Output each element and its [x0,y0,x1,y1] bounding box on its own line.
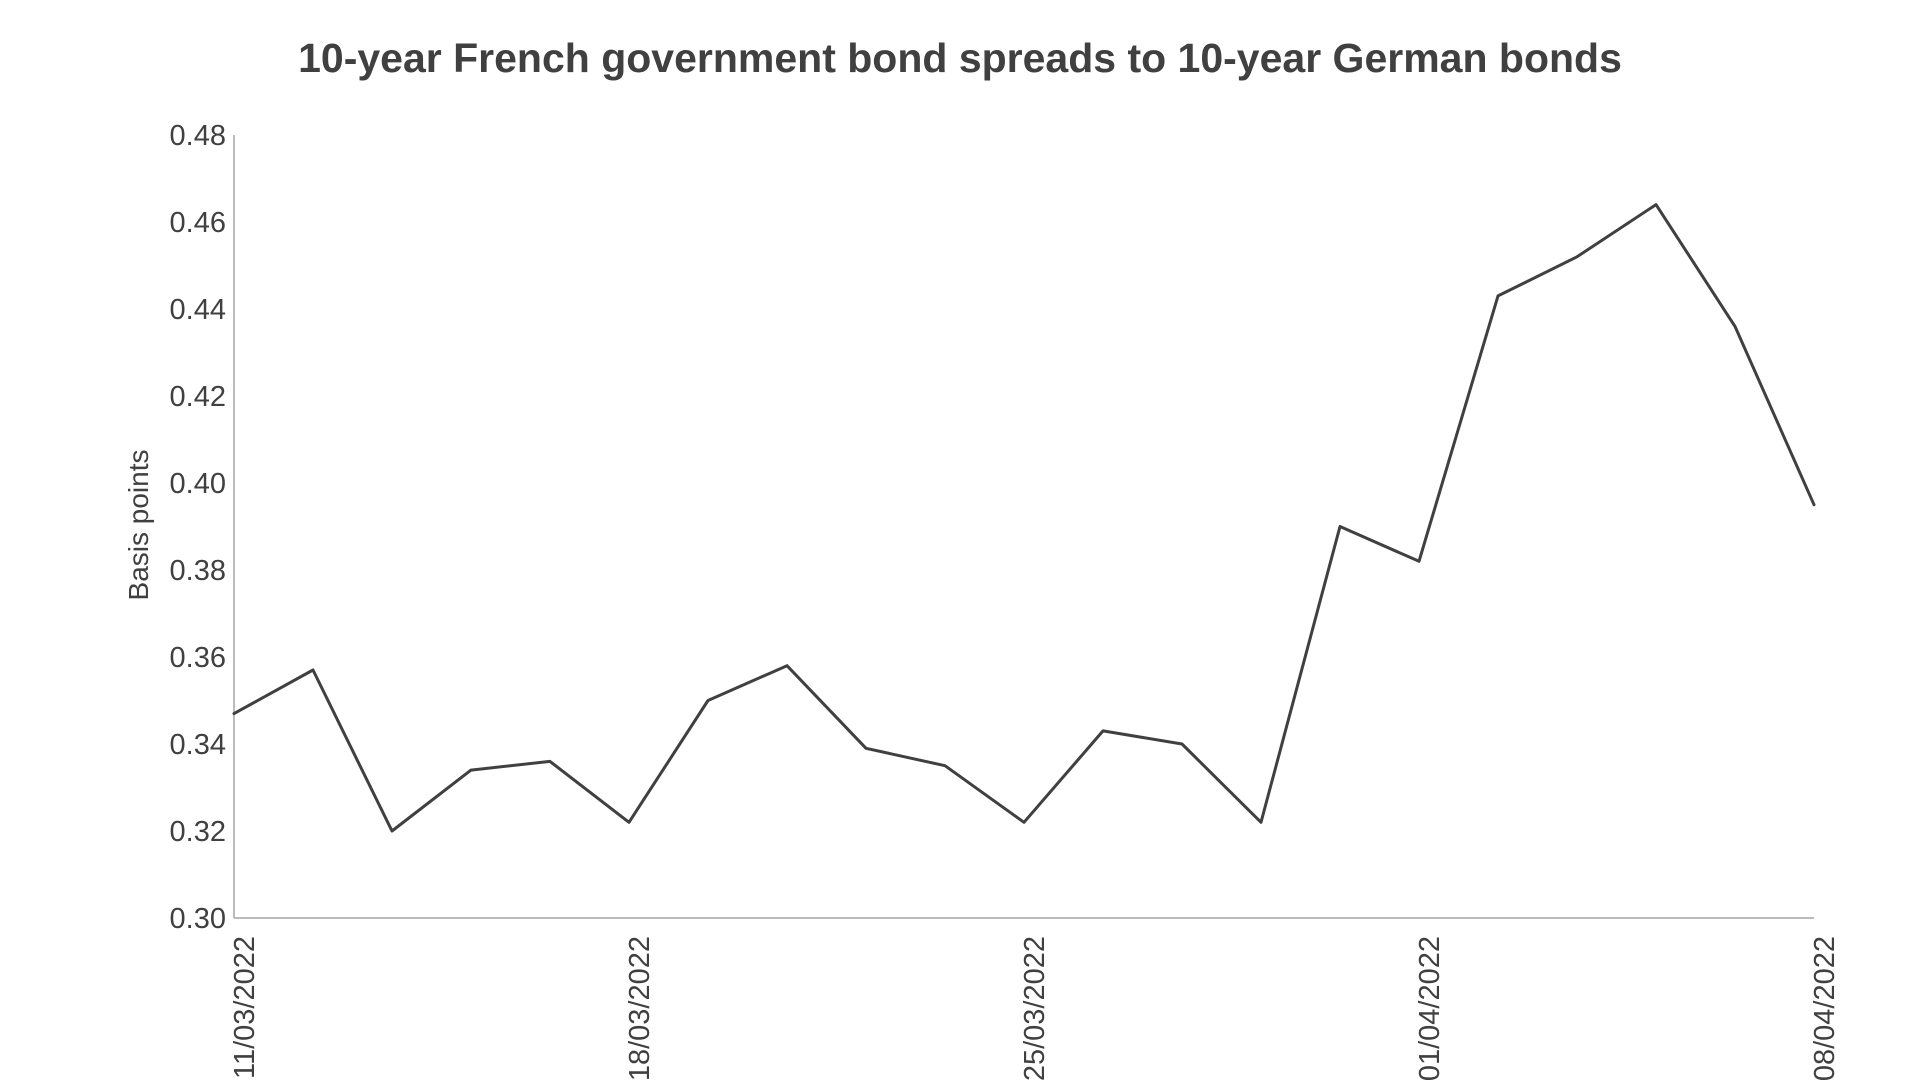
y-tick-label: 0.44 [170,294,226,326]
data-point [1022,820,1026,824]
y-tick-label: 0.46 [170,207,226,239]
data-point [1259,820,1263,824]
data-point [706,699,710,703]
series-line [232,203,1816,833]
y-tick-label: 0.40 [170,468,226,500]
x-tick-label: 08/04/2022 [1809,936,1841,1080]
x-tick-label: 25/03/2022 [1019,936,1051,1080]
data-point [864,746,868,750]
data-point [548,759,552,763]
series-points [232,203,1816,833]
data-point [1654,203,1658,207]
data-point [1733,324,1737,328]
y-axis-ticks: 0.30 0.32 0.34 0.36 0.38 0.40 0.42 0.44 0.46 0.48 [170,120,226,935]
y-tick-label: 0.32 [170,816,226,848]
y-tick-label: 0.36 [170,642,226,674]
data-point [469,768,473,772]
data-point [627,820,631,824]
data-point [311,668,315,672]
y-tick-label: 0.48 [170,120,226,152]
x-tick-label: 01/04/2022 [1414,936,1446,1080]
y-axis-title: Basis points [123,450,154,601]
data-point [1575,255,1579,259]
data-point [1417,559,1421,563]
data-point [232,712,236,716]
y-tick-label: 0.38 [170,555,226,587]
x-tick-label: 11/03/2022 [229,936,261,1079]
chart-title: 10-year French government bond spreads t… [298,35,1622,81]
y-tick-label: 0.30 [170,903,226,935]
x-axis-ticks: 11/03/2022 18/03/2022 25/03/2022 01/04/2022… [229,936,1841,1080]
data-point [1101,729,1105,733]
y-tick-label: 0.42 [170,381,226,413]
data-point [1180,742,1184,746]
y-tick-label: 0.34 [170,729,226,761]
x-tick-label: 18/03/2022 [624,936,656,1080]
data-point [1338,525,1342,529]
data-point [943,764,947,768]
data-point [1812,503,1816,507]
data-point [390,829,394,833]
data-point [785,664,789,668]
data-point [1496,294,1500,298]
